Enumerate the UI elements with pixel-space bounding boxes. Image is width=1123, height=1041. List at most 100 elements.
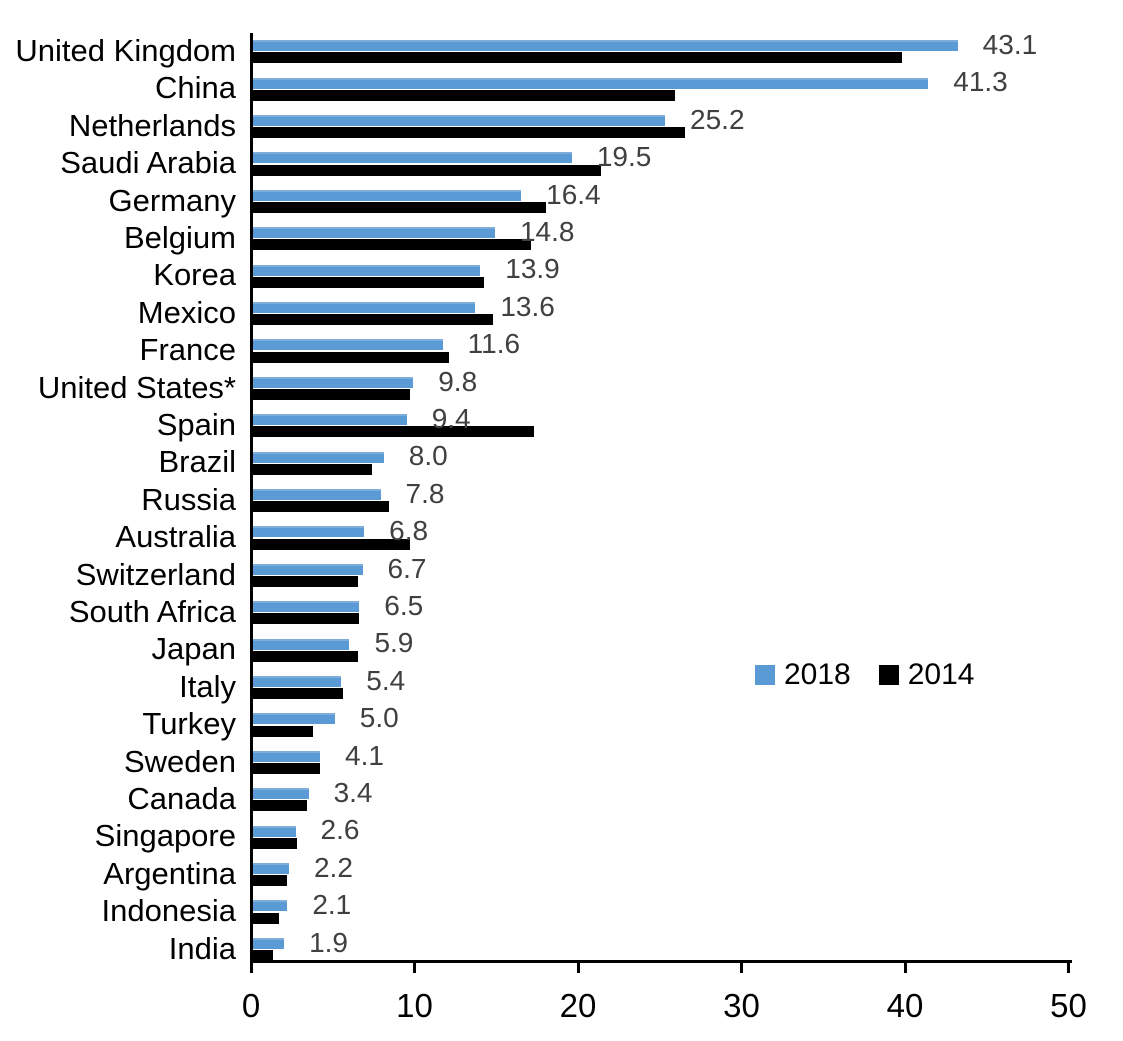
bar-2014 bbox=[253, 575, 358, 587]
value-label: 9.4 bbox=[431, 402, 471, 434]
value-label: 1.9 bbox=[309, 926, 348, 958]
legend-label: 2018 bbox=[784, 658, 851, 691]
bar-2014 bbox=[253, 837, 298, 849]
bar-2018 bbox=[253, 638, 350, 650]
x-axis-tick bbox=[1067, 963, 1070, 973]
bar-2014 bbox=[253, 762, 321, 774]
bar-2014 bbox=[253, 912, 280, 924]
bar-2018 bbox=[253, 339, 443, 351]
category-label: Belgium bbox=[124, 219, 236, 255]
x-axis-tick bbox=[413, 963, 416, 973]
category-label: Russia bbox=[141, 481, 236, 517]
x-axis-tick-label: 20 bbox=[559, 987, 597, 1024]
category-label: Switzerland bbox=[75, 556, 236, 592]
bar-2014 bbox=[253, 276, 484, 288]
bar-2018 bbox=[253, 825, 296, 837]
value-label: 43.1 bbox=[982, 28, 1038, 60]
value-label: 13.6 bbox=[500, 290, 555, 322]
category-label: United States* bbox=[37, 369, 236, 405]
bar-2018 bbox=[253, 414, 407, 426]
bar-2018 bbox=[253, 750, 321, 762]
bar-2014 bbox=[253, 949, 273, 961]
bar-2018 bbox=[253, 713, 335, 725]
value-label: 9.8 bbox=[438, 365, 478, 397]
bar-2014 bbox=[253, 127, 685, 139]
x-axis-tick bbox=[903, 963, 907, 973]
category-label: Turkey bbox=[142, 706, 236, 742]
legend-item-2014: 2014 bbox=[878, 658, 975, 691]
category-label: Singapore bbox=[94, 818, 236, 854]
value-label: 5.4 bbox=[366, 664, 406, 696]
bar-2018 bbox=[253, 152, 572, 164]
bar-2018 bbox=[253, 601, 360, 613]
bar-2018 bbox=[253, 77, 929, 89]
bar-2018 bbox=[253, 675, 342, 687]
bar-2014 bbox=[253, 650, 358, 662]
value-label: 19.5 bbox=[596, 141, 652, 173]
bar-2014 bbox=[253, 52, 903, 64]
category-label: Saudi Arabia bbox=[60, 145, 236, 181]
x-axis-tick-label: 10 bbox=[396, 987, 433, 1024]
category-label: Japan bbox=[151, 631, 236, 667]
value-label: 8.0 bbox=[408, 440, 448, 472]
value-label: 2.6 bbox=[320, 814, 360, 846]
category-label: Brazil bbox=[158, 444, 236, 480]
legend: 2018 2014 bbox=[755, 660, 975, 690]
value-label: 6.5 bbox=[384, 589, 424, 621]
bar-2018 bbox=[253, 40, 958, 52]
category-label: France bbox=[139, 332, 236, 368]
category-label: South Africa bbox=[68, 593, 236, 629]
value-label: 2.2 bbox=[313, 851, 353, 883]
category-label: China bbox=[155, 70, 236, 106]
value-label: 4.1 bbox=[345, 739, 384, 771]
bar-2018 bbox=[253, 451, 384, 463]
bar-2018 bbox=[253, 227, 495, 239]
category-label: Mexico bbox=[137, 294, 236, 330]
x-axis-tick-label: 0 bbox=[241, 987, 261, 1024]
bar-2014 bbox=[253, 201, 546, 213]
category-label: Australia bbox=[115, 519, 236, 555]
bar-2018 bbox=[253, 189, 522, 201]
bar-2018 bbox=[253, 301, 476, 313]
category-label: Netherlands bbox=[68, 107, 236, 143]
y-axis-line bbox=[249, 33, 253, 973]
bar-2014 bbox=[253, 314, 494, 326]
x-axis-tick-label: 50 bbox=[1050, 987, 1087, 1024]
value-label: 5.9 bbox=[374, 627, 414, 659]
bar-2018 bbox=[253, 937, 285, 949]
category-label: Indonesia bbox=[101, 893, 236, 929]
bar-2014 bbox=[253, 688, 343, 700]
value-label: 2.1 bbox=[312, 889, 352, 921]
category-label: Canada bbox=[127, 780, 236, 816]
bar-2018 bbox=[253, 488, 381, 500]
bar-2014 bbox=[253, 89, 675, 101]
bar-2014 bbox=[253, 725, 314, 737]
value-label: 13.9 bbox=[505, 253, 560, 285]
category-label: Argentina bbox=[103, 855, 236, 891]
legend-label: 2014 bbox=[907, 658, 975, 691]
bar-2014 bbox=[253, 800, 307, 812]
value-label: 3.4 bbox=[333, 776, 373, 808]
value-label: 16.4 bbox=[546, 178, 601, 210]
value-label: 14.8 bbox=[519, 215, 575, 247]
bar-2014 bbox=[253, 613, 360, 625]
x-axis-line bbox=[249, 960, 1072, 963]
category-label: Korea bbox=[153, 257, 236, 293]
value-label: 6.8 bbox=[389, 515, 429, 547]
x-axis-tick bbox=[740, 963, 743, 973]
bar-2014 bbox=[253, 351, 450, 363]
bar-2018 bbox=[253, 376, 414, 388]
bar-2018 bbox=[253, 862, 289, 874]
category-label: Sweden bbox=[123, 743, 236, 779]
x-axis-tick bbox=[249, 963, 253, 973]
bar-2014 bbox=[253, 426, 535, 438]
bar-2018 bbox=[253, 114, 666, 126]
category-label: Spain bbox=[156, 406, 236, 442]
bar-2018 bbox=[253, 900, 288, 912]
value-label: 25.2 bbox=[690, 103, 745, 135]
x-axis-tick-label: 40 bbox=[886, 987, 924, 1024]
legend-swatch-icon bbox=[878, 665, 899, 685]
bar-2014 bbox=[253, 875, 288, 887]
category-label: Italy bbox=[179, 668, 236, 704]
